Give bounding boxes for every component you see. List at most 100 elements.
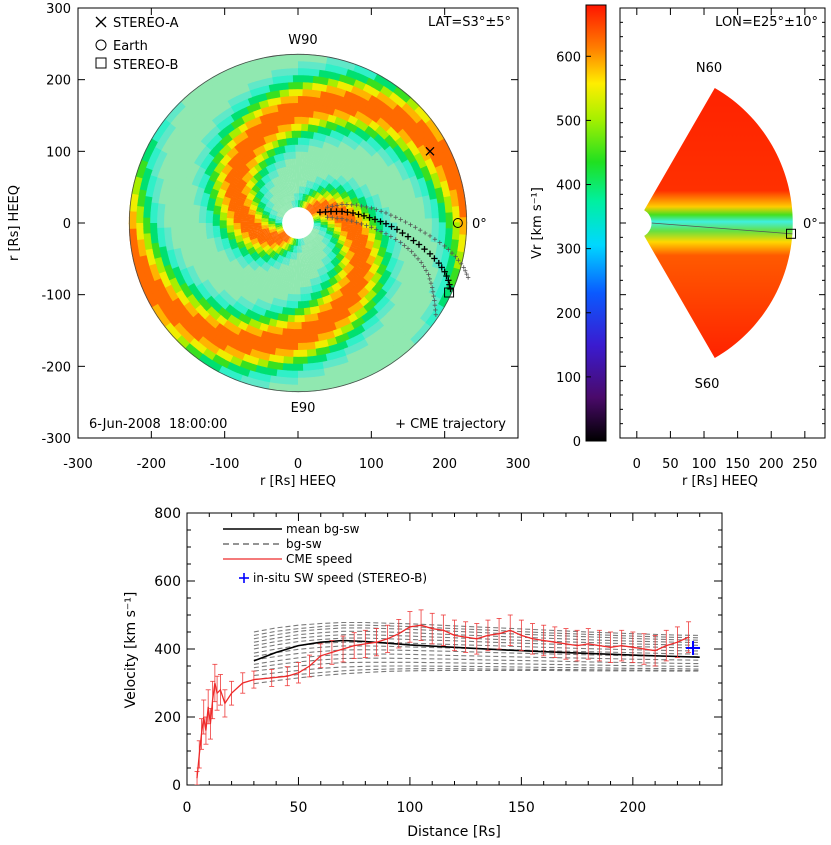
disk-cell	[318, 186, 324, 194]
disk-cell	[291, 252, 294, 260]
disk-cell	[277, 362, 284, 371]
disk-cell	[375, 116, 385, 126]
disk-cell	[233, 220, 241, 224]
disk-cell	[280, 256, 285, 264]
mean-bg-sw-curve	[253, 639, 700, 662]
disk-cell	[262, 231, 270, 235]
disk-cell	[267, 221, 276, 224]
disk-cell	[285, 165, 290, 174]
disk-cell	[325, 233, 333, 237]
disk-cell	[257, 162, 264, 170]
disk-cell	[331, 268, 339, 276]
disk-cell	[261, 228, 269, 231]
disk-cell	[352, 343, 361, 353]
disk-cell	[362, 227, 370, 231]
disk-cell	[351, 242, 360, 248]
disk-cell	[221, 156, 230, 164]
disk-cell	[177, 214, 186, 220]
disk-cell	[293, 95, 298, 104]
disk-cell	[270, 197, 277, 204]
disk-cell	[276, 247, 282, 254]
disk-cell	[271, 297, 277, 306]
disk-cell	[189, 151, 199, 160]
disk-cell	[194, 173, 203, 181]
disk-cell	[297, 67, 304, 76]
disk-cell	[268, 215, 276, 219]
disk-cell	[350, 258, 358, 266]
disk-cell	[324, 173, 331, 182]
disk-cell	[238, 100, 247, 110]
disk-cell	[381, 166, 391, 174]
disk-cell	[186, 144, 196, 153]
disk-cell	[320, 382, 328, 391]
disk-cell	[163, 227, 172, 233]
disk-cell	[276, 369, 284, 378]
disk-cell	[444, 237, 453, 245]
disk-cell	[289, 244, 293, 253]
disk-cell	[313, 167, 318, 176]
disk-cell	[285, 236, 290, 243]
disk-cell	[298, 329, 303, 337]
disk-cell	[206, 179, 216, 186]
disk-cell	[267, 223, 276, 226]
disk-cell	[368, 102, 378, 112]
disk-cell	[304, 194, 308, 202]
disk-cell	[239, 192, 248, 198]
disk-cell	[438, 212, 447, 219]
disk-cell	[283, 204, 289, 211]
disk-cell	[252, 264, 260, 272]
disk-cell	[209, 249, 218, 256]
disk-cell	[368, 185, 377, 192]
disk-cell	[327, 222, 336, 225]
disk-cell	[273, 283, 279, 292]
disk-cell	[389, 285, 399, 294]
disk-cell	[258, 268, 265, 276]
disk-cell	[260, 198, 268, 204]
disk-cell	[381, 152, 390, 161]
disk-cell	[249, 167, 257, 176]
disk-cell	[232, 87, 241, 97]
disk-cell	[273, 177, 279, 185]
disk-cell	[430, 154, 440, 163]
disk-cell	[240, 230, 249, 234]
disk-cell	[313, 220, 322, 222]
disk-cell	[301, 193, 305, 201]
disk-cell	[380, 260, 390, 267]
disk-cell	[319, 214, 328, 218]
disk-cell	[324, 63, 332, 72]
disk-cell	[250, 287, 257, 296]
disk-cell	[228, 200, 237, 206]
disk-cell	[247, 277, 255, 286]
disk-cell	[267, 224, 276, 227]
disk-cell	[347, 322, 355, 332]
disk-cell	[150, 237, 159, 245]
disk-cell	[438, 222, 447, 229]
disk-cell	[277, 200, 283, 207]
disk-cell	[257, 259, 265, 267]
disk-cell	[303, 259, 306, 267]
disk-cell	[296, 199, 298, 208]
disk-cell	[321, 240, 329, 246]
disk-cell	[361, 141, 370, 150]
disk-cell	[178, 294, 188, 303]
disk-cell	[438, 217, 447, 223]
disk-cell	[406, 297, 416, 307]
disk-cell	[322, 190, 329, 197]
disk-cell	[426, 162, 436, 171]
disk-cell	[328, 253, 335, 260]
disk-cell	[219, 254, 228, 261]
disk-cell	[327, 185, 334, 192]
disk-cell	[241, 207, 250, 211]
disk-cell	[364, 284, 373, 293]
disk-cell	[330, 203, 339, 209]
disk-cell	[310, 189, 315, 197]
disk-cell	[312, 228, 320, 232]
disk-cell	[276, 291, 281, 300]
disk-cell	[264, 246, 271, 253]
disk-cell	[315, 168, 320, 177]
disk-cell	[284, 159, 288, 167]
disk-cell	[424, 208, 433, 215]
disk-cell	[228, 148, 237, 157]
disk-cell	[260, 242, 268, 248]
disk-cell	[368, 138, 377, 147]
